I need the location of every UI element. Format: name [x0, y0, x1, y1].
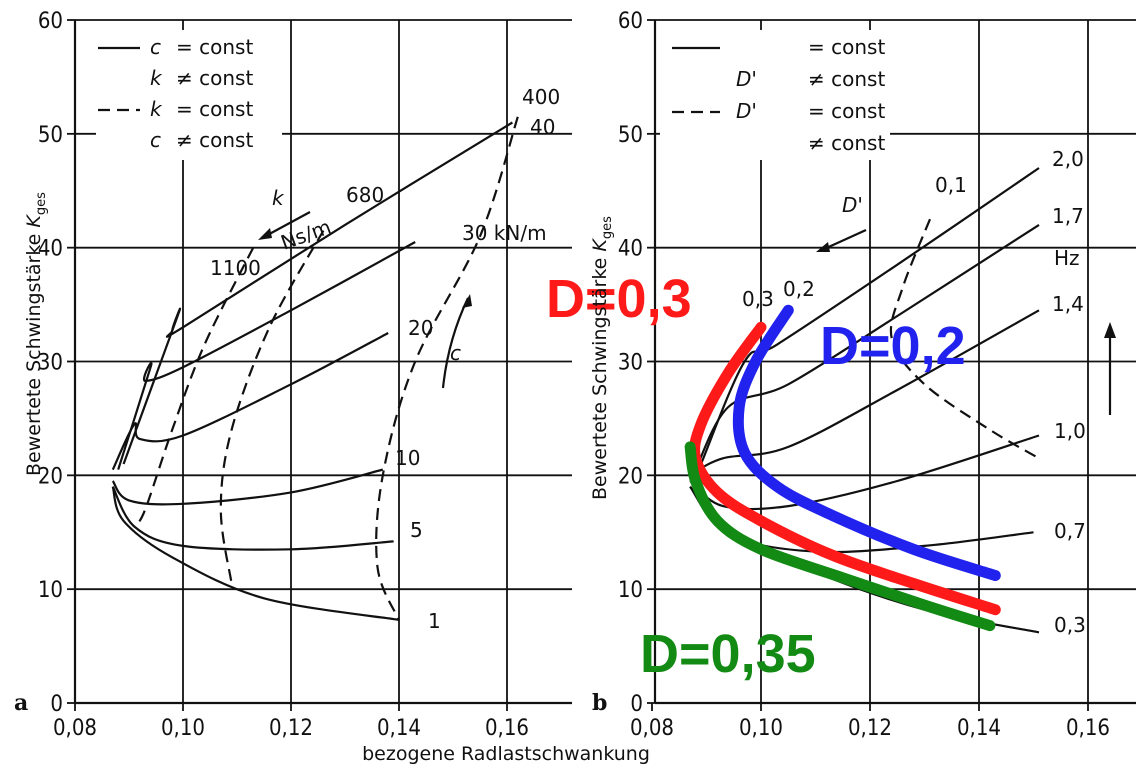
series-line-solid-10	[111, 468, 384, 506]
legend-a-symbol: k	[150, 66, 163, 90]
legend-a-symbol: c	[150, 35, 161, 59]
x-axis-label: bezogene Radlastschwankung	[362, 743, 650, 765]
y-tick-label: 20	[618, 464, 643, 489]
legend-a-symbol: k	[150, 97, 163, 121]
series-line-solid-30-kN-m	[117, 241, 416, 470]
annotation-1-4: 1,4	[1052, 292, 1084, 316]
y-tick-label: 0	[630, 692, 643, 717]
y-tick-label: 60	[38, 9, 63, 34]
annotation-20: 20	[408, 316, 433, 340]
annotation-680: 680	[346, 183, 384, 207]
x-tick-label: 0,08	[630, 716, 674, 741]
x-tick-label: 0,12	[269, 716, 313, 741]
highlighted-series-line-d-0-2	[732, 304, 1001, 581]
up-arrow-head	[1104, 322, 1116, 338]
legend-b-symbol: D'	[736, 67, 757, 91]
x-tick-label: 0,16	[485, 716, 529, 741]
y-tick-label: 40	[38, 237, 63, 262]
annotation-0-3: 0,3	[1054, 613, 1086, 637]
panel-b-ticks: 0 10 20 30 40 50 60 0,08 0,10 0,12 0,14 0,16	[618, 9, 1110, 741]
annotation-hz: Hz	[1054, 246, 1080, 270]
panel-b-letter: b	[592, 690, 607, 716]
d-arrow	[821, 228, 867, 252]
y-tick-label: 30	[618, 351, 643, 376]
y-tick-label: 10	[618, 578, 643, 603]
x-tick-label: 0,10	[739, 716, 783, 741]
legend-b-text: = const	[808, 35, 885, 59]
series-line-dashed-0-1	[889, 218, 1040, 460]
annotation-d-prime: D'	[842, 193, 863, 217]
y-tick-label: 50	[618, 123, 643, 148]
series-line-solid-5	[111, 486, 394, 551]
legend-a-text: ≠ const	[176, 66, 253, 90]
series-line-dashed-400	[375, 116, 519, 621]
panel-a-y-axis-label: Bewertete Schwingstärke Kges	[23, 192, 49, 476]
x-tick-label: 0,16	[1066, 716, 1110, 741]
series-line-solid-1-4	[689, 309, 1040, 477]
annotation-0-7: 0,7	[1054, 519, 1086, 543]
panel-a-letter: a	[14, 690, 28, 716]
panel-b-legend-bg	[660, 30, 890, 160]
annotation-0-1: 0,1	[935, 173, 967, 197]
d-arrow-head	[816, 242, 830, 252]
legend-b-text: = const	[808, 99, 885, 123]
k-arrow-head	[258, 228, 272, 240]
annotation-40: 40	[530, 115, 555, 139]
series-line-solid-2-0	[699, 167, 1040, 465]
annotation-1: 1	[428, 609, 441, 633]
annotation-2-0: 2,0	[1052, 147, 1084, 171]
overlay-label-d-0-2: D=0,2	[820, 316, 966, 376]
panel-a: 0 10 20 30 40 50 60 0,08 0,10 0,12 0,14 0,16 c = co…	[14, 9, 572, 741]
panel-a-ticks: 0 10 20 30 40 50 60 0,08 0,10 0,12 0,14 0,16	[38, 9, 529, 741]
y-tick-label: 40	[618, 237, 643, 262]
legend-a-text: ≠ const	[176, 128, 253, 152]
x-tick-label: 0,14	[957, 716, 1001, 741]
x-tick-label: 0,12	[848, 716, 892, 741]
annotation-0-3-dashed: 0,3	[742, 287, 774, 311]
legend-a-text: = const	[176, 35, 253, 59]
y-tick-label: 10	[38, 578, 63, 603]
annotation-1-0: 1,0	[1054, 419, 1086, 443]
x-tick-label: 0,14	[377, 716, 421, 741]
c-arrow-head	[462, 294, 472, 308]
x-tick-label: 0,10	[161, 716, 205, 741]
overlay-label-d-0-3: D=0,3	[546, 269, 692, 329]
highlighted-series-line-d-0-3	[689, 321, 1001, 616]
series-line-solid-20	[111, 332, 389, 471]
panel-b-dashed-series	[889, 218, 1040, 460]
legend-b-symbol: D'	[736, 99, 757, 123]
annotation-0-2: 0,2	[783, 277, 815, 301]
annotation-30kn: 30 kN/m	[462, 221, 547, 245]
annotation-10: 10	[395, 446, 420, 470]
legend-a-symbol: c	[150, 128, 161, 152]
x-tick-label: 0,08	[53, 716, 97, 741]
annotation-k: k	[272, 186, 285, 210]
annotation-5: 5	[410, 518, 423, 542]
y-tick-label: 30	[38, 351, 63, 376]
y-tick-label: 20	[38, 464, 63, 489]
series-line-solid-1	[111, 486, 400, 621]
series-line-solid-40	[122, 121, 513, 465]
legend-b-text: ≠ const	[808, 67, 885, 91]
legend-b-text: ≠ const	[808, 131, 885, 155]
panel-b: 0 10 20 30 40 50 60 0,08 0,10 0,12 0,14 0,16 = cons…	[592, 9, 1136, 741]
annotation-c: c	[450, 341, 461, 365]
overlay-label-d-0-35: D=0,35	[640, 624, 816, 684]
y-tick-label: 0	[50, 692, 63, 717]
annotation-1100: 1100	[210, 256, 261, 280]
series-line-dashed-680	[219, 230, 325, 584]
y-tick-label: 50	[38, 123, 63, 148]
panel-b-y-axis-label: Bewertete Schwingstärke Kges	[589, 216, 615, 500]
series-line-dashed-1100	[133, 247, 255, 528]
legend-a-text: = const	[176, 97, 253, 121]
highlighted-series-line-d-0-35	[684, 441, 996, 632]
panel-a-legend-bg	[96, 30, 282, 160]
y-tick-label: 60	[618, 9, 643, 34]
annotation-1-7: 1,7	[1052, 204, 1084, 228]
panel-a-solid-series	[111, 121, 513, 621]
panel-a-dashed-series	[133, 116, 519, 621]
panel-b-highlighted-series	[684, 304, 1001, 632]
annotation-400: 400	[522, 85, 560, 109]
